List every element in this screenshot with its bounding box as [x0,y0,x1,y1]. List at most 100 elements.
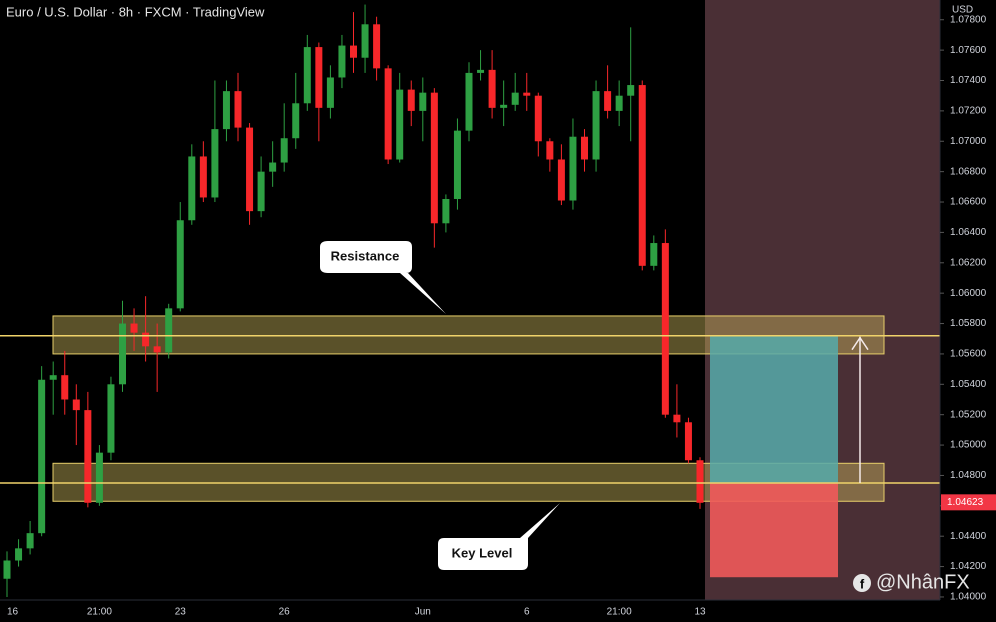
x-tick-label: 6 [524,607,530,618]
candle-body [396,89,404,160]
candle-body [477,69,485,73]
candle-body [615,95,623,111]
candle-body [72,399,80,411]
y-tick-label: 1.06400 [950,227,987,238]
candle-body [165,308,173,353]
candle-body [280,138,288,163]
y-tick-label: 1.06600 [950,197,987,208]
y-tick-label: 1.06000 [950,288,987,299]
candle-body [153,346,161,353]
x-tick-label: 21:00 [607,607,632,618]
candle-body [142,332,150,347]
callout-shape [320,241,446,314]
candle-body [488,69,496,108]
chart-title: Euro / U.S. Dollar · 8h · FXCM · Trading… [6,4,265,19]
callout-text: Resistance [331,248,400,263]
candle-body [361,24,369,58]
y-tick-label: 1.04800 [950,470,987,481]
candle-body [211,129,219,198]
candle-body [534,95,542,142]
candle-body [257,171,265,212]
x-tick-label: 21:00 [87,607,112,618]
candle-body [546,141,554,160]
callout-key-level: Key Level [438,503,560,570]
arrow-head [851,336,869,351]
axis-unit: USD [952,5,973,16]
price-axis [940,0,996,622]
candle-body [465,72,473,131]
candle-body [15,548,23,561]
candle-body [627,85,635,96]
candle-body [592,91,600,160]
y-tick-label: 1.07400 [950,75,987,86]
candle-body [292,103,300,139]
y-tick-label: 1.05600 [950,349,987,360]
candle-body [511,92,519,105]
y-tick-label: 1.07800 [950,14,987,25]
y-tick-label: 1.06800 [950,166,987,177]
candle-body [384,68,392,160]
candle-body [500,104,508,108]
candle-body [95,452,103,503]
candle-body [638,85,646,266]
candle-body [684,422,692,461]
callout-resistance: Resistance [320,241,446,314]
y-tick-label: 1.05800 [950,318,987,329]
candle-body [430,92,438,224]
candle-body [523,92,531,96]
candle-body [407,89,415,111]
y-tick-label: 1.04400 [950,531,987,542]
candle-body [696,460,704,503]
y-tick-label: 1.06200 [950,257,987,268]
candle-body [107,384,115,453]
candle-body [234,91,242,128]
candle-body [84,410,92,503]
facebook-icon-letter: f [860,576,865,591]
y-tick-label: 1.07200 [950,106,987,117]
x-tick-label: 23 [175,607,187,618]
candle-body [3,560,11,579]
candle-body [303,47,311,104]
candle-body [38,379,46,534]
candle-body [176,220,184,309]
x-tick-label: Jun [415,607,431,618]
candle-body [326,77,334,108]
candle-body [130,323,138,333]
y-tick-label: 1.04000 [950,592,987,603]
callout-shape [438,503,560,570]
candle-body [569,136,577,201]
candle-body [315,47,323,108]
candle-body [49,375,57,380]
candle-body [604,91,612,111]
last-price-tag [941,494,996,511]
y-tick-label: 1.04200 [950,561,987,572]
candle-body [442,198,450,224]
last-price-label: 1.04623 [947,497,984,508]
candle-body [26,533,34,549]
candle-body [338,45,346,78]
candle-body [453,130,461,199]
candle-body [188,156,196,221]
y-tick-label: 1.07600 [950,45,987,56]
y-tick-label: 1.07000 [950,136,987,147]
candle-body [419,92,427,111]
candle-body [581,136,588,160]
x-tick-label: 16 [7,607,19,618]
candle-body [269,162,277,172]
candle-body [373,24,381,69]
y-tick-label: 1.05000 [950,440,987,451]
position-profit [710,335,838,484]
watermark: f @NhânFX [853,571,970,593]
candle-body [350,45,357,58]
candle-body [246,127,254,212]
position-loss [710,483,838,578]
x-tick-label: 13 [694,607,706,618]
facebook-icon [853,574,871,592]
candle-body [557,159,565,201]
candle-body [61,375,69,400]
candle-body [199,156,207,198]
y-tick-label: 1.05200 [950,409,987,420]
candle-body [119,323,126,385]
candle-body [222,91,230,130]
